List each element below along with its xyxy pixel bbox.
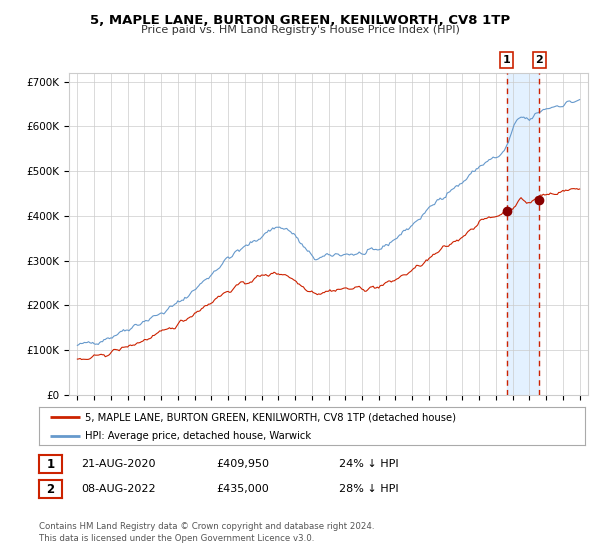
Text: 24% ↓ HPI: 24% ↓ HPI <box>339 459 398 469</box>
Text: HPI: Average price, detached house, Warwick: HPI: Average price, detached house, Warw… <box>85 431 311 441</box>
Text: Contains HM Land Registry data © Crown copyright and database right 2024.
This d: Contains HM Land Registry data © Crown c… <box>39 522 374 543</box>
Text: 1: 1 <box>46 458 55 471</box>
Bar <box>507 73 539 395</box>
Text: 5, MAPLE LANE, BURTON GREEN, KENILWORTH, CV8 1TP: 5, MAPLE LANE, BURTON GREEN, KENILWORTH,… <box>90 14 510 27</box>
Text: 5, MAPLE LANE, BURTON GREEN, KENILWORTH, CV8 1TP (detached house): 5, MAPLE LANE, BURTON GREEN, KENILWORTH,… <box>85 412 457 422</box>
Text: 21-AUG-2020: 21-AUG-2020 <box>81 459 155 469</box>
Text: 2: 2 <box>46 483 55 496</box>
Text: Price paid vs. HM Land Registry's House Price Index (HPI): Price paid vs. HM Land Registry's House … <box>140 25 460 35</box>
Text: 28% ↓ HPI: 28% ↓ HPI <box>339 484 398 494</box>
Text: £435,000: £435,000 <box>216 484 269 494</box>
Text: 08-AUG-2022: 08-AUG-2022 <box>81 484 155 494</box>
Text: 1: 1 <box>503 55 511 65</box>
Text: £409,950: £409,950 <box>216 459 269 469</box>
Text: 2: 2 <box>536 55 544 65</box>
